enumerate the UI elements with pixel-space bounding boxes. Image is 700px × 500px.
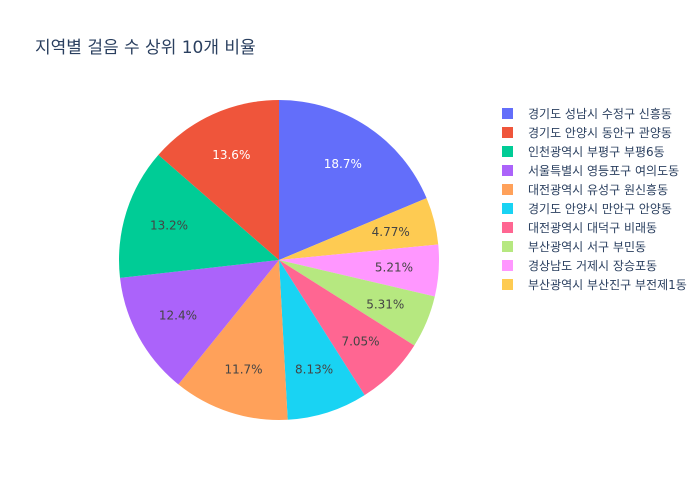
legend-label: 경기도 안양시 동안구 관양동	[528, 126, 672, 140]
slice-value-label: 13.2%	[150, 219, 188, 233]
legend-swatch	[502, 146, 513, 157]
legend-item[interactable]: 서울특별시 영등포구 여의도동	[500, 161, 687, 180]
legend-label: 경기도 안양시 만안구 안양동	[528, 202, 672, 216]
legend-label: 대전광역시 유성구 원신흥동	[528, 183, 669, 197]
legend-item[interactable]: 경기도 성남시 수정구 신흥동	[500, 104, 687, 123]
legend-item[interactable]: 인천광역시 부평구 부평6동	[500, 142, 687, 161]
pie-slice[interactable]	[178, 260, 288, 420]
slice-value-label: 18.7%	[324, 157, 362, 171]
slice-value-label: 12.4%	[159, 308, 197, 322]
legend-item[interactable]: 부산광역시 서구 부민동	[500, 237, 687, 256]
legend-label: 경상남도 거제시 장승포동	[528, 259, 658, 273]
legend-swatch	[502, 260, 513, 271]
slice-value-label: 4.77%	[372, 225, 410, 239]
pie-slice[interactable]	[158, 100, 279, 260]
pie-slice[interactable]	[279, 260, 415, 396]
pie-slice[interactable]	[279, 260, 365, 420]
pie-slice[interactable]	[279, 100, 427, 260]
slice-value-label: 7.05%	[341, 334, 379, 348]
pie-slice[interactable]	[279, 198, 439, 260]
legend-label: 부산광역시 부산진구 부전제1동	[528, 278, 687, 292]
legend-swatch	[502, 241, 513, 252]
legend-label: 서울특별시 영등포구 여의도동	[528, 164, 680, 178]
slice-value-label: 11.7%	[224, 363, 262, 377]
chart-title: 지역별 걸음 수 상위 10개 비율	[35, 38, 256, 58]
legend-item[interactable]: 경기도 안양시 동안구 관양동	[500, 123, 687, 142]
legend-item[interactable]: 경상남도 거제시 장승포동	[500, 256, 687, 275]
slice-value-label: 5.21%	[375, 261, 413, 275]
legend-swatch	[502, 127, 513, 138]
legend-swatch	[502, 165, 513, 176]
legend-swatch	[502, 222, 513, 233]
pie-slice[interactable]	[279, 260, 435, 346]
pie-slice[interactable]	[120, 260, 279, 385]
legend-item[interactable]: 부산광역시 부산진구 부전제1동	[500, 275, 687, 294]
slice-value-label: 8.13%	[295, 363, 333, 377]
legend-swatch	[502, 203, 513, 214]
legend-label: 인천광역시 부평구 부평6동	[528, 145, 665, 159]
legend-label: 경기도 성남시 수정구 신흥동	[528, 107, 672, 121]
pie-slice[interactable]	[119, 154, 279, 278]
slice-value-label: 13.6%	[212, 148, 250, 162]
pie-slice[interactable]	[279, 244, 440, 297]
legend-item[interactable]: 대전광역시 유성구 원신흥동	[500, 180, 687, 199]
legend-label: 대전광역시 대덕구 비래동	[528, 221, 658, 235]
legend-label: 부산광역시 서구 부민동	[528, 240, 647, 254]
legend-swatch	[502, 108, 513, 119]
legend-swatch	[502, 279, 513, 290]
legend-swatch	[502, 184, 513, 195]
slice-value-label: 5.31%	[366, 298, 404, 312]
legend-item[interactable]: 경기도 안양시 만안구 안양동	[500, 199, 687, 218]
legend-item[interactable]: 대전광역시 대덕구 비래동	[500, 218, 687, 237]
